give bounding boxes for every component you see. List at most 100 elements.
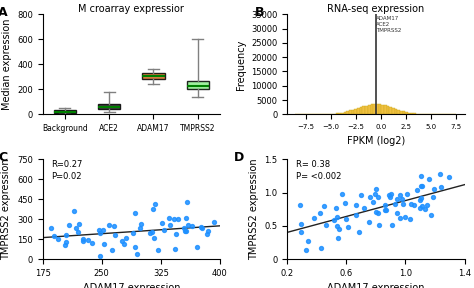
Text: P= <0.002: P= <0.002 [296,172,341,181]
Point [122,235,130,240]
Point [372,186,380,191]
Title: M croarray expressior: M croarray expressior [78,4,184,14]
Point [320,204,328,208]
Point [84,237,91,242]
Bar [400,111,403,114]
Bar [363,106,365,114]
Point [406,217,413,222]
Point [382,208,390,212]
Point [387,191,395,196]
Point [341,201,349,206]
Point [55,236,62,241]
Bar [408,113,411,114]
Point [419,184,426,188]
Point [418,183,425,188]
Point [352,203,360,208]
Point [429,195,437,199]
Bar [352,110,355,114]
Point [330,217,337,222]
Point [416,205,424,210]
Point [417,195,424,200]
Point [398,197,405,202]
Point [74,229,82,234]
Point [399,202,406,207]
Bar [360,107,363,114]
Point [396,193,403,197]
Point [392,201,399,206]
Point [131,245,139,249]
Point [47,226,55,230]
Y-axis label: Median expression: Median expression [1,19,11,110]
Bar [357,108,360,114]
Text: R= 0.38: R= 0.38 [296,160,330,169]
Bar [403,111,405,114]
Y-axis label: TMPRSS2 expression: TMPRSS2 expression [1,158,11,260]
Point [172,247,179,251]
Point [386,195,394,200]
Point [393,197,401,202]
Bar [373,104,376,114]
Text: B: B [255,6,265,19]
Point [210,220,218,224]
Bar [341,113,344,114]
Point [165,216,173,221]
Point [353,213,360,217]
Point [180,226,188,231]
Point [189,224,196,228]
Point [322,223,330,228]
Point [155,247,162,252]
Point [150,236,158,240]
Point [374,211,382,215]
Point [146,231,154,235]
Point [365,220,373,225]
Point [95,228,102,232]
Bar [413,113,416,114]
Point [335,236,342,241]
Bar [387,106,389,114]
Bar [395,109,397,114]
Point [171,216,178,221]
Bar [371,105,373,114]
Point [152,202,159,207]
Point [80,239,87,244]
Point [382,203,389,207]
Point [96,231,103,236]
Point [72,226,79,230]
Point [332,205,340,210]
Bar [411,113,413,114]
Point [401,214,409,219]
Point [100,228,107,232]
Point [388,223,396,228]
Point [182,215,190,220]
Bar [368,105,371,114]
Bar [365,105,368,114]
Point [317,245,325,250]
Point [333,215,340,220]
Point [316,211,324,215]
Point [297,202,304,207]
PathPatch shape [187,81,209,89]
Point [421,207,429,212]
PathPatch shape [98,104,120,109]
Title: RNA-seq expression: RNA-seq expression [327,4,425,14]
Point [343,217,350,221]
Bar [379,105,381,114]
Point [344,225,352,230]
Point [184,222,191,227]
Point [197,224,205,229]
Point [410,203,418,208]
Point [366,194,374,199]
X-axis label: FPKM (log2): FPKM (log2) [347,136,405,146]
Point [80,236,87,241]
PathPatch shape [142,73,164,79]
Point [418,204,426,208]
Point [393,211,401,215]
Point [335,227,343,231]
Point [193,245,201,249]
Bar [344,112,346,114]
Point [160,228,168,232]
Point [403,192,411,197]
Point [118,239,126,244]
Point [181,229,189,234]
Point [360,206,368,210]
